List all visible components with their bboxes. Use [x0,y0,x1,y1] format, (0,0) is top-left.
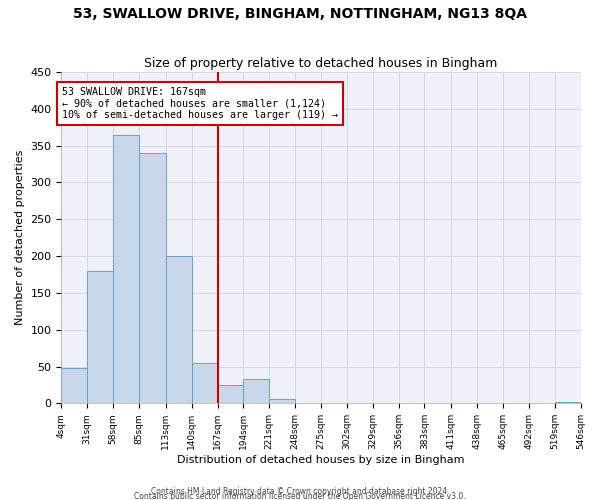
Bar [166,256,191,404]
Bar [113,134,139,404]
Bar [554,402,581,404]
Text: Contains HM Land Registry data © Crown copyright and database right 2024.: Contains HM Land Registry data © Crown c… [151,486,449,496]
Bar [61,368,87,404]
Text: 53, SWALLOW DRIVE, BINGHAM, NOTTINGHAM, NG13 8QA: 53, SWALLOW DRIVE, BINGHAM, NOTTINGHAM, … [73,8,527,22]
X-axis label: Distribution of detached houses by size in Bingham: Distribution of detached houses by size … [177,455,465,465]
Title: Size of property relative to detached houses in Bingham: Size of property relative to detached ho… [144,56,497,70]
Bar [87,271,113,404]
Bar [269,399,295,404]
Text: Contains public sector information licensed under the Open Government Licence v3: Contains public sector information licen… [134,492,466,500]
Bar [139,153,166,404]
Bar [295,402,321,404]
Y-axis label: Number of detached properties: Number of detached properties [15,150,25,326]
Bar [191,363,218,404]
Bar [218,385,244,404]
Text: 53 SWALLOW DRIVE: 167sqm
← 90% of detached houses are smaller (1,124)
10% of sem: 53 SWALLOW DRIVE: 167sqm ← 90% of detach… [62,87,338,120]
Bar [244,379,269,404]
